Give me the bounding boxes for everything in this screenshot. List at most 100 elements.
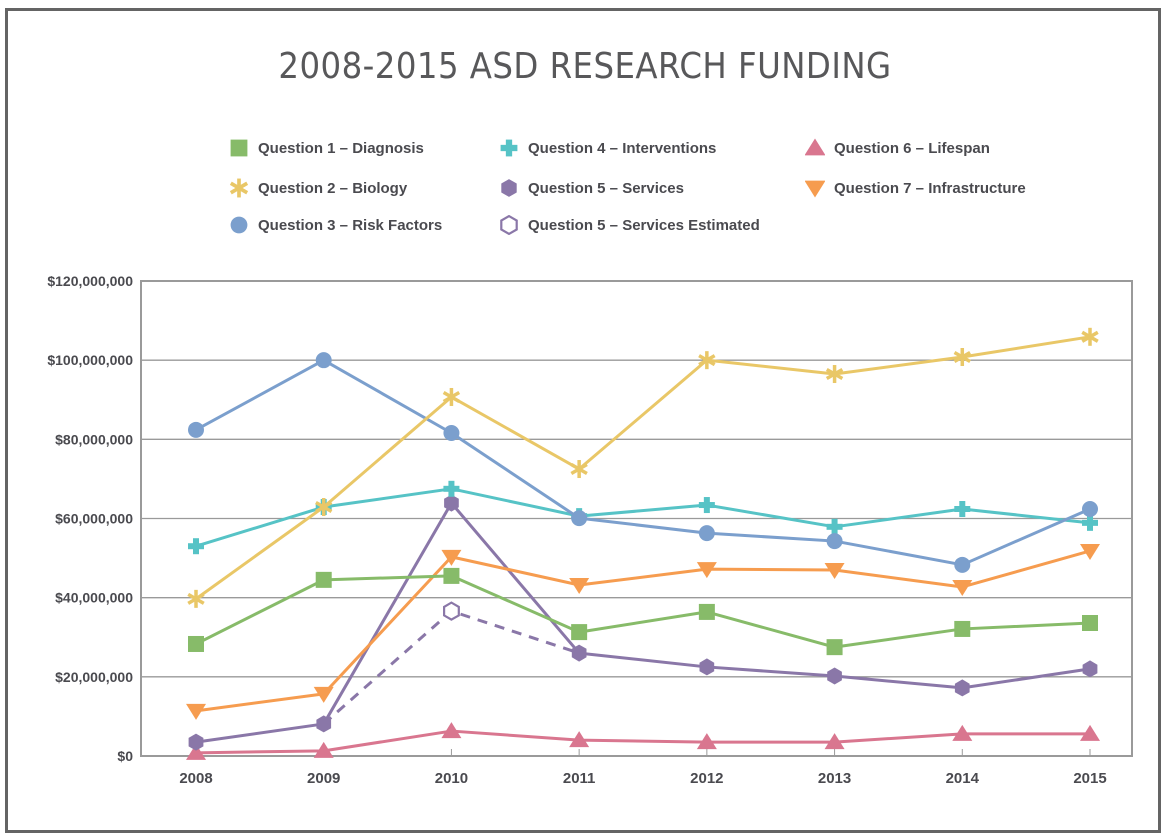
data-point [569, 731, 590, 748]
data-point [952, 724, 973, 741]
data-point [698, 603, 715, 620]
data-point [954, 679, 970, 697]
data-point [313, 686, 334, 703]
legend-marker [500, 139, 518, 157]
data-point [313, 741, 334, 758]
series-line [195, 574, 1091, 649]
data-point [188, 421, 204, 438]
data-point [699, 658, 715, 676]
series-line [322, 609, 580, 726]
hexagon-icon [501, 179, 517, 197]
series-2 [187, 327, 1099, 608]
data-point [571, 510, 588, 527]
data-point [824, 733, 845, 750]
data-point [954, 501, 971, 517]
data-point [443, 567, 460, 584]
x-tick-label: 2013 [818, 770, 851, 787]
y-tick-label: $80,000,000 [55, 431, 133, 447]
data-point [571, 624, 588, 641]
legend-label: Question 5 – Services [528, 179, 684, 197]
legend-marker [805, 138, 825, 156]
data-point [952, 579, 973, 596]
y-tick-label: $100,000,000 [47, 352, 133, 368]
data-point [570, 460, 588, 479]
legend-item: Question 6 – Lifespan [805, 137, 990, 159]
legend-item: Question 3 – Risk Factors [229, 214, 442, 236]
chart-frame [5, 8, 1161, 833]
data-point [188, 635, 204, 652]
data-point [186, 703, 206, 720]
x-tick-label: 2015 [1073, 770, 1106, 787]
data-point [698, 497, 715, 514]
data-point [826, 518, 843, 535]
data-point [696, 562, 717, 579]
legend-label: Question 3 – Risk Factors [258, 216, 443, 234]
data-point [186, 743, 206, 760]
series-6 [322, 601, 580, 726]
legend-label: Question 1 – Diagnosis [258, 139, 424, 157]
series-line [195, 729, 1090, 755]
data-point [569, 578, 590, 594]
plot-area-border [140, 280, 1133, 757]
data-point [698, 351, 716, 370]
series-7 [186, 722, 1100, 760]
data-point [1080, 543, 1100, 560]
data-point [1081, 327, 1099, 346]
data-point [953, 348, 971, 366]
series-line [195, 501, 1091, 744]
y-tick-label: $120,000,000 [47, 273, 133, 289]
legend-label: Question 7 – Infrastructure [834, 179, 1026, 197]
legend-item: Question 7 – Infrastructure [805, 177, 1026, 199]
data-point [1082, 660, 1098, 678]
data-point [187, 589, 205, 608]
legend-marker [230, 216, 248, 234]
legend-label: Question 4 – Interventions [528, 139, 717, 157]
data-point [954, 620, 971, 637]
x-tick-label: 2008 [179, 770, 212, 787]
data-point [571, 644, 587, 662]
data-point [826, 639, 843, 656]
square-icon [230, 139, 248, 157]
asterisk-icon [229, 178, 249, 198]
data-point [824, 562, 845, 579]
data-point [315, 498, 333, 517]
data-point [1082, 501, 1098, 517]
series-line [195, 549, 1091, 713]
x-tick-label: 2011 [563, 770, 596, 787]
data-point [826, 533, 843, 550]
legend-marker [500, 215, 518, 235]
data-point [316, 715, 332, 733]
x-tick-label: 2010 [435, 770, 468, 787]
data-point [442, 387, 461, 406]
legend-item: Question 5 – Services [499, 177, 684, 199]
data-point [444, 494, 459, 512]
data-point [443, 425, 460, 441]
circle-icon [230, 216, 248, 234]
legend-item: Question 1 – Diagnosis [229, 137, 424, 159]
series-8 [186, 543, 1100, 720]
x-tick-label: 2014 [946, 770, 980, 787]
data-point [698, 525, 715, 542]
legend-item: Question 5 – Services Estimated [499, 214, 760, 236]
data-point [441, 549, 462, 566]
data-point [1082, 514, 1098, 531]
y-tick-label: $60,000,000 [55, 511, 133, 527]
legend-item: Question 2 – Biology [229, 177, 407, 199]
data-point [441, 722, 462, 739]
series-1 [188, 567, 1098, 656]
hexagon-open-icon [500, 215, 518, 235]
data-point [1082, 615, 1098, 631]
y-tick-label: $40,000,000 [55, 590, 133, 606]
y-tick-label: $0 [117, 748, 133, 764]
data-point [315, 352, 332, 369]
data-point [954, 556, 971, 573]
data-point [825, 365, 844, 384]
legend-marker [805, 180, 825, 198]
legend-marker [229, 178, 249, 198]
data-point [315, 571, 332, 588]
data-point [188, 733, 204, 751]
data-point [827, 667, 842, 685]
plus-icon [500, 139, 518, 157]
data-point [696, 733, 717, 750]
